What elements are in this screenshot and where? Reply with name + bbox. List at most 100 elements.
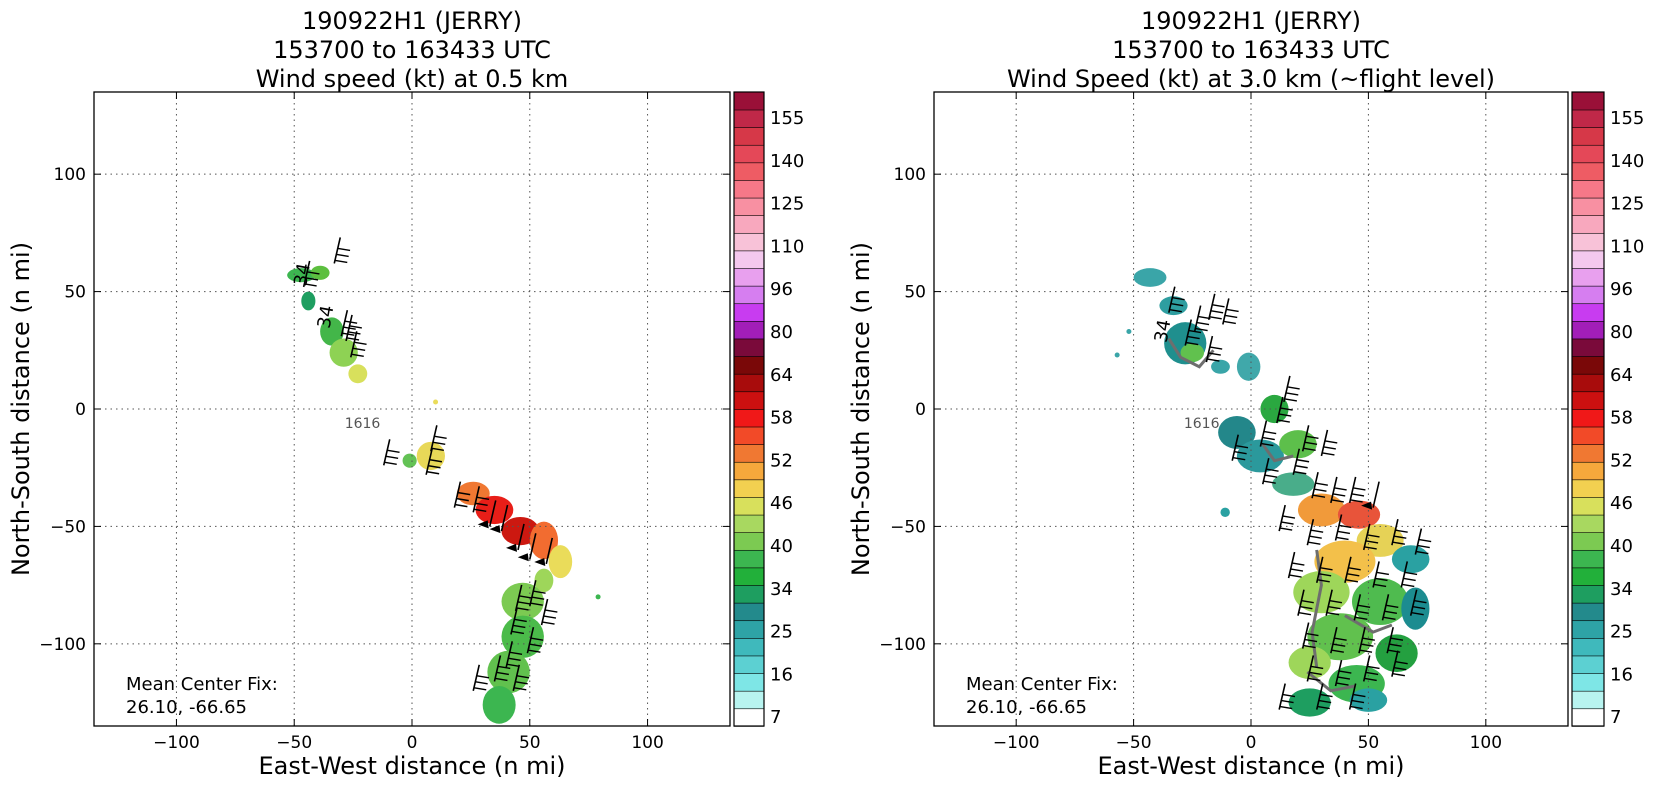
colorbar-tick-label: 58 <box>1610 408 1633 429</box>
wind-barb-feather <box>1195 327 1208 332</box>
wind-barb-feather <box>475 681 488 685</box>
colorbar-cell <box>1571 320 1605 340</box>
colorbar-cell <box>1571 126 1605 146</box>
wind-barb-feather <box>1300 605 1313 610</box>
wind-barb-feather <box>515 681 528 685</box>
wind-barb-feather <box>1322 452 1335 456</box>
wind-barb-feather <box>528 649 541 653</box>
wind-barb-feather <box>1353 487 1366 491</box>
plot-content: 1616 34 34 <box>94 92 730 726</box>
colorbar-cell <box>733 637 765 657</box>
wind-barb-feather <box>1327 611 1340 616</box>
colorbar-cell <box>733 620 765 639</box>
colorbar-tick-label: 25 <box>1610 622 1633 643</box>
wind-speed-cell <box>1159 296 1188 316</box>
wind-barb-feather <box>1187 335 1200 340</box>
wind-barb-feather <box>1336 682 1349 686</box>
wind-barb-feather <box>474 508 487 513</box>
colorbar-cell <box>733 109 765 128</box>
colorbar-cell <box>733 126 765 146</box>
plot-content: 1616 34 <box>934 92 1568 726</box>
wind-barb-feather <box>354 341 367 346</box>
y-tick-label: 0 <box>75 400 86 420</box>
wind-barb-feather <box>1359 649 1373 653</box>
colorbar-cell <box>733 338 765 357</box>
wind-barb <box>1168 286 1185 313</box>
wind-barb-feather <box>1311 665 1324 670</box>
x-tick-label: −50 <box>276 733 312 753</box>
wind-barb-feather <box>1395 529 1408 533</box>
wind-barb <box>540 598 558 626</box>
colorbar-cell <box>733 303 765 322</box>
wind-barb <box>1276 396 1293 424</box>
wind-barb-pennant <box>534 557 546 566</box>
wind-barb-feather <box>1351 493 1365 497</box>
wind-barb-feather <box>1365 540 1379 544</box>
wind-barb-feather <box>1212 304 1225 308</box>
wind-barb-feather <box>1266 468 1279 472</box>
isotach-contour <box>1310 549 1323 668</box>
colorbar-tick-label: 16 <box>770 664 793 685</box>
wind-speed-cell <box>433 399 439 405</box>
wind-barb-shaft <box>1315 683 1324 710</box>
wind-barb-shaft <box>1193 305 1202 332</box>
wind-barb <box>1372 561 1390 588</box>
colorbar-cell <box>733 179 765 199</box>
y-tick-label: 100 <box>54 165 86 185</box>
wind-barb <box>1207 293 1225 320</box>
wind-barb-feather <box>346 337 360 341</box>
colorbar-cell <box>1571 197 1605 216</box>
wind-barb-feather <box>533 590 546 594</box>
wind-barb-feather <box>1339 524 1352 529</box>
colorbar-tick-label: 64 <box>1610 365 1633 386</box>
wind-barb-feather <box>458 491 471 496</box>
wind-barb-feather <box>351 353 364 358</box>
wind-speed-cell <box>1133 268 1167 287</box>
wind-barb-shaft <box>472 664 481 691</box>
wind-barb-feather <box>531 637 544 641</box>
colorbar-tick-label: 40 <box>770 536 793 557</box>
wind-barb <box>1348 683 1366 710</box>
colorbar: 7 16 25 34 40 46 52 58 64 80 96 110 125 140 155 <box>1571 91 1644 728</box>
wind-barb-feather <box>514 618 527 623</box>
colorbar-cell <box>733 232 765 252</box>
colorbar-cell <box>733 602 765 622</box>
wind-speed-cell <box>348 364 368 384</box>
wind-barb-shaft <box>505 641 514 668</box>
wind-barb-feather <box>1334 487 1347 491</box>
wind-barb-feather <box>1351 699 1365 704</box>
wind-barb-feather <box>429 459 443 463</box>
colorbar-tick-label: 46 <box>1610 493 1633 514</box>
wind-barb-pennant <box>1361 501 1373 510</box>
wind-speed-cell <box>1211 359 1230 374</box>
wind-barb-feather <box>348 331 361 335</box>
colorbar-frame <box>1571 91 1605 727</box>
wind-barb-feather <box>1317 705 1330 710</box>
wind-barb-feather <box>1172 297 1185 301</box>
colorbar-cell <box>733 584 765 604</box>
colorbar-cell <box>1571 443 1605 463</box>
colorbar-tick-label: 140 <box>1610 151 1644 172</box>
colorbar-cell <box>1571 620 1605 639</box>
isotach-contour <box>1167 337 1215 369</box>
wind-speed-cell <box>329 338 358 367</box>
wind-barb-feather <box>1188 329 1202 334</box>
wind-barb-feather <box>1395 660 1408 665</box>
wind-barb-feather <box>456 497 469 502</box>
wind-barb-feather <box>1333 493 1346 497</box>
wind-barb-feather <box>1336 536 1349 541</box>
wind-speed-cell <box>534 568 554 593</box>
wind-barb <box>510 608 527 635</box>
wind-barb <box>1353 594 1371 621</box>
wind-barb-feather <box>1226 308 1239 313</box>
wind-barb-feather <box>1417 544 1430 549</box>
wind-barb <box>517 533 537 562</box>
colorbar-cell <box>1571 267 1605 287</box>
wind-barb-feather <box>496 671 509 676</box>
wind-barb-shaft <box>1306 519 1315 546</box>
wind-barb-feather <box>1303 447 1316 451</box>
wind-barb-feather <box>1196 321 1210 326</box>
y-tick-label: 0 <box>915 400 926 420</box>
time-label: 1616 <box>345 416 381 432</box>
wind-barb <box>349 331 367 358</box>
